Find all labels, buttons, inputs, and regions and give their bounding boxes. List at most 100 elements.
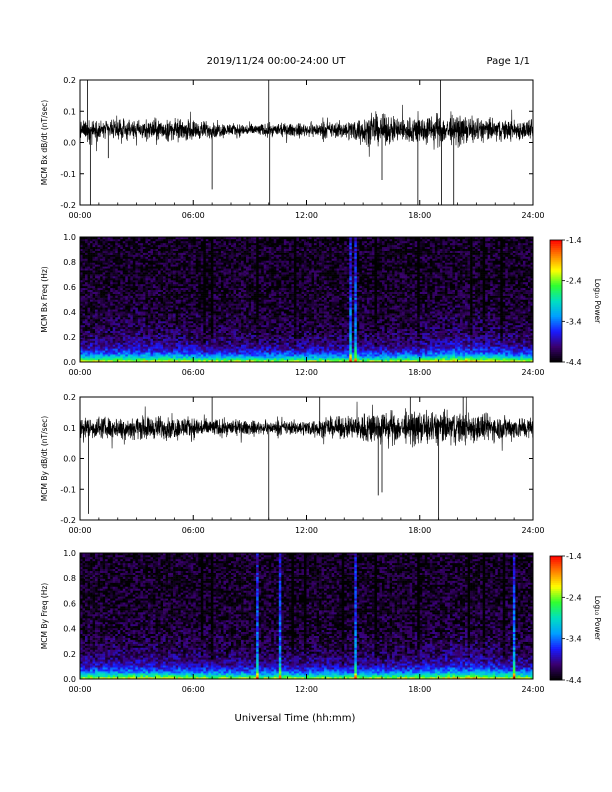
spectrogram-cell — [122, 248, 126, 251]
spectrogram-cell — [223, 360, 227, 363]
spectrogram-cell — [112, 342, 116, 345]
spectrogram-cell — [233, 313, 237, 316]
spectrogram-cell — [256, 276, 259, 279]
spectrogram-cell — [107, 332, 111, 335]
spectrogram-cell — [102, 328, 106, 332]
spectrogram-cell — [142, 315, 146, 318]
spectrogram-cell — [225, 295, 229, 298]
spectrogram-cell — [125, 260, 129, 263]
spectrogram-cell — [193, 250, 197, 253]
spectrogram-cell — [198, 291, 202, 294]
spectrogram-cell — [213, 346, 217, 349]
spectrogram-cell — [145, 334, 149, 337]
spectrogram-cell — [238, 281, 242, 285]
spectrogram-cell — [127, 326, 131, 330]
spectrogram-cell — [228, 289, 232, 292]
spectrogram-cell — [185, 303, 189, 306]
spectrogram-cell — [135, 320, 139, 324]
spectrogram-cell — [263, 252, 267, 255]
spectrogram-cell — [268, 301, 272, 304]
spectrogram-cell — [97, 250, 101, 253]
spectrogram-cell — [243, 289, 247, 292]
spectrogram-cell — [268, 293, 272, 296]
spectrogram-cell — [193, 270, 197, 273]
spectrogram-cell — [163, 338, 166, 341]
spectrogram-cell — [168, 338, 171, 341]
spectrogram-cell — [115, 328, 119, 332]
spectrogram-cell — [112, 248, 116, 251]
spectrogram-cell — [173, 322, 176, 326]
spectrogram-cell — [102, 322, 106, 326]
spectrogram-cell — [130, 262, 134, 265]
spectrogram-cell — [145, 322, 149, 326]
spectrogram-cell — [251, 248, 254, 251]
spectrogram-cell — [112, 348, 116, 351]
spectrogram-cell — [102, 305, 106, 308]
spectrogram-cell — [137, 354, 141, 357]
spectrogram-cell — [137, 352, 141, 355]
spectrogram-cell — [256, 338, 259, 341]
spectrogram-cell — [241, 250, 244, 253]
spectrogram-cell — [130, 250, 134, 253]
spectrogram-cell — [87, 315, 91, 318]
spectrogram-cell — [178, 272, 181, 275]
spectrogram-cell — [175, 301, 179, 304]
spectrogram-cell — [95, 279, 98, 283]
spectrogram-cell — [195, 285, 199, 289]
spectrogram-cell — [261, 250, 265, 253]
spectrogram-cell — [175, 268, 179, 271]
spectrogram-cell — [135, 256, 139, 259]
spectrogram-cell — [170, 250, 174, 253]
spectrogram-cell — [205, 338, 209, 341]
spectrogram-cell — [102, 320, 106, 324]
spectrogram-cell — [208, 311, 212, 314]
spectrogram-cell — [105, 268, 108, 271]
spectrogram-cell — [112, 268, 116, 271]
spectrogram-cell — [220, 278, 224, 281]
spectrogram-cell — [95, 297, 98, 300]
spectrogram-cell — [238, 301, 242, 304]
spectrogram-cell — [115, 336, 119, 339]
spectrogram-cell — [203, 317, 207, 320]
spectrogram-cell — [188, 299, 192, 302]
spectrogram-cell — [225, 264, 229, 267]
spectrogram-cell — [241, 258, 244, 261]
spectrogram-cell — [125, 340, 129, 343]
spectrogram-cell — [185, 324, 189, 328]
spectrogram-cell — [175, 324, 179, 328]
spectrogram-cell — [132, 350, 136, 353]
spectrogram-cell — [120, 309, 124, 312]
spectrogram-cell — [175, 278, 179, 281]
spectrogram-cell — [208, 309, 212, 312]
spectrogram-cell — [163, 237, 166, 240]
spectrogram-cell — [152, 258, 156, 261]
spectrogram-cell — [100, 291, 103, 294]
spectrogram-cell — [135, 346, 139, 349]
spectrogram-cell — [258, 285, 262, 289]
spectrogram-cell — [130, 360, 134, 363]
spectrogram-cell — [107, 334, 111, 337]
spectrogram-cell — [137, 358, 141, 361]
spectrogram-cell — [120, 268, 124, 271]
spectrogram-cell — [185, 297, 189, 300]
spectrogram-cell — [127, 338, 131, 341]
spectrogram-cell — [203, 305, 207, 308]
spectrogram-cell — [190, 248, 194, 251]
spectrogram-cell — [231, 328, 234, 332]
spectrogram-cell — [147, 311, 151, 314]
spectrogram-cell — [110, 309, 114, 312]
spectrogram-cell — [198, 324, 202, 328]
spectrogram-cell — [188, 270, 192, 273]
spectrogram-cell — [127, 360, 131, 363]
spectrogram-cell — [137, 350, 141, 353]
spectrogram-cell — [188, 346, 192, 349]
spectrogram-cell — [241, 356, 244, 359]
spectrogram-cell — [180, 301, 184, 304]
spectrogram-cell — [130, 342, 134, 345]
spectrogram-cell — [105, 352, 108, 355]
spectrogram-cell — [140, 238, 144, 242]
spectrogram-cell — [80, 317, 83, 320]
spectrogram-cell — [105, 248, 108, 251]
spectrogram-cell — [163, 248, 166, 251]
spectrogram-cell — [110, 356, 114, 359]
